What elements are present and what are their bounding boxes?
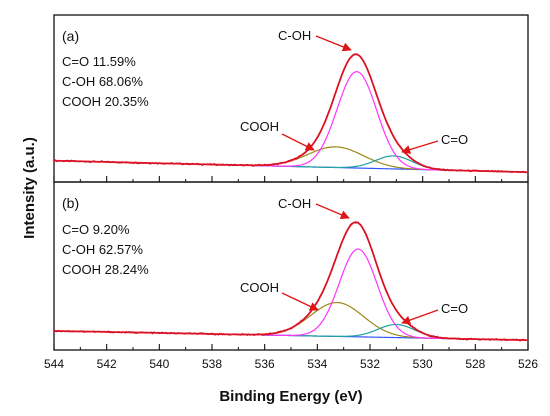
panel-a-label-c-oh: C-OH [278, 28, 311, 43]
panel-b: (b) C=O 9.20% C-OH 62.57% COOH 28.24% C-… [53, 181, 529, 351]
x-tick-label: 532 [360, 357, 380, 371]
panel-b-label: (b) [62, 195, 79, 211]
x-tick-label: 536 [255, 357, 275, 371]
x-tick-label: 542 [97, 357, 117, 371]
panel-a-curve-experimental [53, 53, 529, 174]
x-tick-label: 530 [413, 357, 433, 371]
panel-a-curves [53, 53, 529, 174]
panel-a-arrow-cooh [281, 133, 315, 151]
x-tick-label: 528 [465, 357, 485, 371]
panel-b-curve-envelope [53, 221, 529, 342]
panel-a-stat-cooh: COOH 20.35% [62, 94, 149, 109]
panel-b-arrow-cooh [281, 292, 319, 311]
panel-a-curve-envelope [53, 53, 529, 174]
x-tick-label: 538 [202, 357, 222, 371]
panel-b-arrow-c-eq-o [401, 309, 439, 325]
panel-b-label-c-oh: C-OH [278, 196, 311, 211]
panel-b-curves [53, 221, 529, 342]
panel-b-stat-c-oh: C-OH 62.57% [62, 242, 143, 257]
panel-a-stat-c-eq-o: C=O 11.59% [62, 54, 136, 69]
x-tick-label: 544 [44, 357, 64, 371]
y-axis-title: Intensity (a.u.) [21, 137, 38, 239]
panel-a-arrow-c-eq-o [401, 140, 439, 154]
panel-b-label-cooh: COOH [240, 280, 279, 295]
panel-a-arrow-c-oh [315, 35, 352, 52]
panel-b-stat-cooh: COOH 28.24% [62, 262, 149, 277]
panel-a: (a) C=O 11.59% C-OH 68.06% COOH 20.35% C… [53, 14, 529, 183]
x-tick-label: 534 [307, 357, 327, 371]
panel-b-arrow-c-oh [315, 203, 350, 219]
panel-a-label-c-eq-o: C=O [441, 132, 468, 147]
x-axis-title: Binding Energy (eV) [219, 388, 362, 405]
x-tick-label: 540 [149, 357, 169, 371]
panel-b-stat-c-eq-o: C=O 9.20% [62, 222, 130, 237]
panel-a-stat-c-oh: C-OH 68.06% [62, 74, 143, 89]
panel-b-label-c-eq-o: C=O [441, 301, 468, 316]
x-tick-label: 526 [518, 357, 538, 371]
panel-b-curve-experimental [53, 221, 528, 342]
panel-a-label: (a) [62, 28, 79, 44]
x-axis: 544 542 540 538 536 534 532 530 528 526 [44, 176, 538, 371]
panel-a-label-cooh: COOH [240, 119, 279, 134]
